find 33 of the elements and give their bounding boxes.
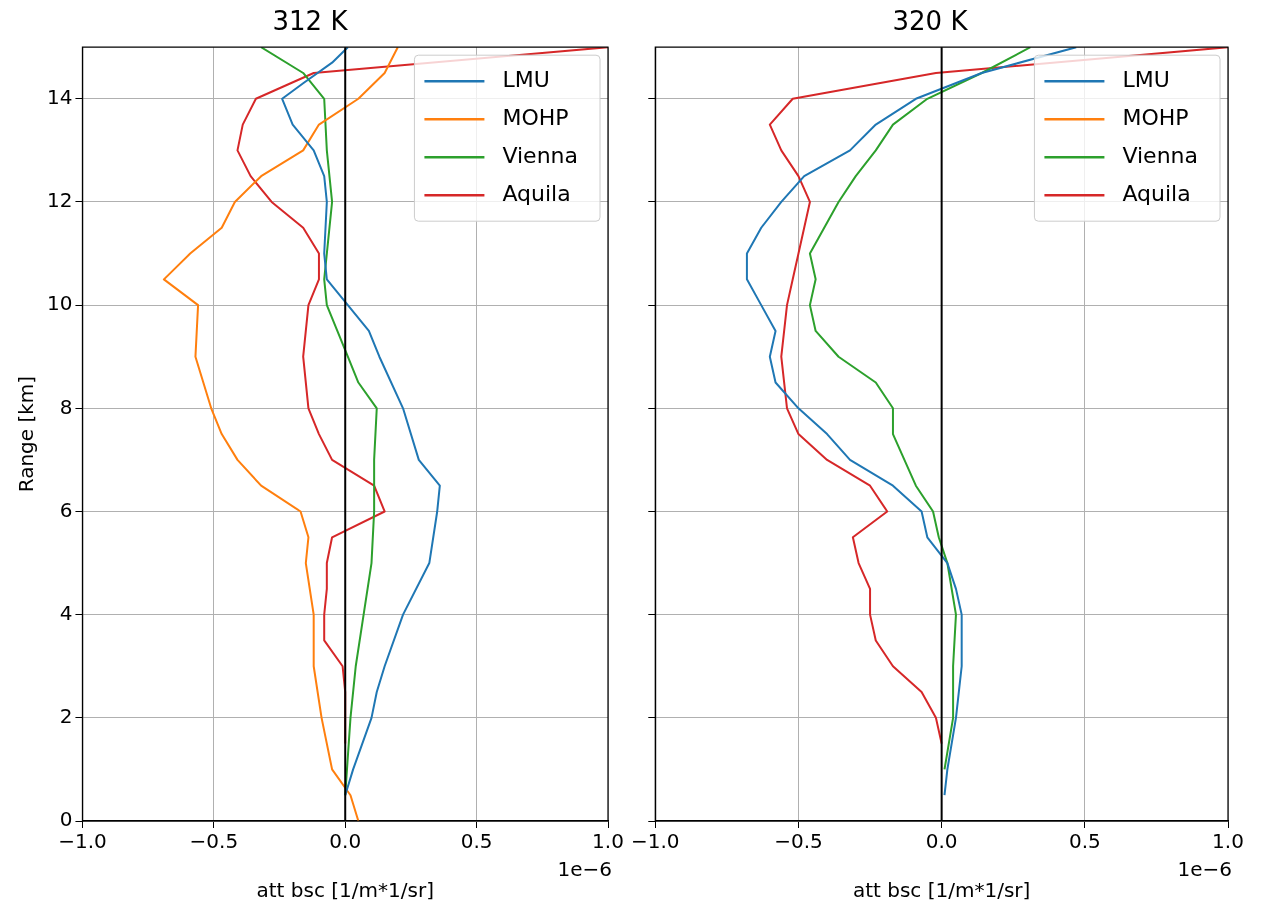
y-tick-label: 12 [47, 188, 73, 213]
chart-title: 312 K [272, 6, 349, 37]
x-tick-label: 1.0 [1212, 829, 1244, 854]
x-tick-label: 0.0 [329, 829, 362, 854]
y-tick-label: 0 [59, 807, 73, 832]
legend-label: Aquila [1122, 180, 1191, 206]
x-tick-label: −1.0 [630, 829, 680, 854]
text: 1e−6 [1177, 857, 1232, 882]
chart-title: 320 K [892, 6, 969, 37]
x-axis-title: att bsc [1/m*1/sr] [256, 878, 434, 903]
y-tick-label: 4 [59, 600, 73, 625]
text: 1e−6 [557, 857, 612, 882]
x-tick-label: 0.5 [1068, 829, 1101, 854]
x-tick-label: 0.5 [460, 829, 493, 854]
x-tick-label: 0.0 [925, 829, 958, 854]
x-tick-label: −1.0 [58, 829, 107, 854]
x-tick-label: −0.5 [774, 829, 823, 854]
y-tick-label: 14 [47, 84, 73, 109]
x-axis-title: att bsc [1/m*1/sr] [852, 878, 1031, 903]
legend-label: Vienna [502, 142, 579, 168]
y-tick-label: 8 [59, 394, 73, 419]
legend-label: MOHP [502, 104, 569, 130]
x-tick-label: 1.0 [592, 829, 624, 854]
legend-label: Aquila [502, 180, 571, 206]
y-axis-title: Range [km] [14, 375, 39, 493]
y-tick-label: 2 [59, 704, 73, 729]
y-tick-label: 6 [59, 497, 73, 522]
legend-label: Vienna [1122, 142, 1199, 168]
legend-label: MOHP [1122, 104, 1189, 130]
y-tick-label: 10 [47, 291, 73, 316]
x-tick-label: −0.5 [189, 829, 239, 854]
legend-label: LMU [502, 66, 550, 92]
legend-label: LMU [1122, 66, 1170, 92]
